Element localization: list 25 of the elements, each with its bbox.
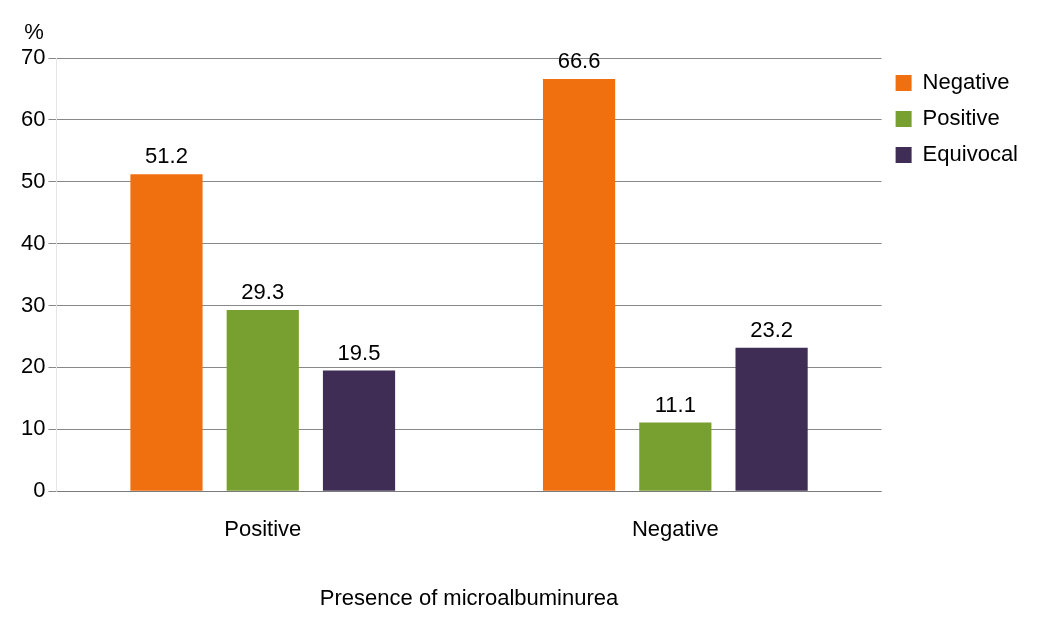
y-tick-label: 60 (20, 105, 46, 131)
legend-label: Positive (922, 105, 1000, 131)
y-tick-label: 20 (20, 353, 46, 379)
data-label: 66.6 (557, 48, 601, 74)
bar (639, 422, 712, 491)
y-tick-label: 30 (20, 291, 46, 317)
bar (226, 309, 299, 491)
data-label: 23.2 (750, 316, 793, 342)
x-axis-title: Presence of microalbuminurea (319, 584, 619, 610)
legend-label: Negative (922, 69, 1010, 95)
data-label: 11.1 (654, 391, 696, 417)
data-label: 51.2 (145, 143, 188, 169)
bar (542, 79, 616, 491)
y-tick-label: 0 (33, 477, 46, 503)
y-tick-label: 70 (20, 44, 46, 70)
y-tick-label: 50 (20, 167, 46, 193)
y-tick-label: 40 (20, 229, 46, 255)
y-axis-title: % (24, 19, 44, 45)
bar (735, 347, 808, 491)
bar (322, 370, 396, 491)
legend-label: Equivocal (922, 141, 1018, 167)
bar (130, 174, 203, 491)
data-label: 29.3 (241, 278, 285, 304)
y-tick-label: 10 (20, 415, 46, 441)
data-label: 19.5 (337, 339, 381, 365)
